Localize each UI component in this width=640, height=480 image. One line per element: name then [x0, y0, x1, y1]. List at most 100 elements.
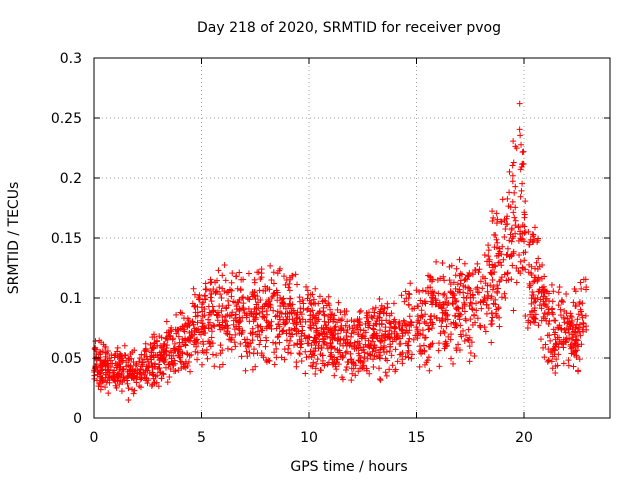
- data-point: [152, 363, 159, 370]
- data-point: [436, 340, 443, 347]
- y-tick-label: 0.2: [60, 171, 82, 187]
- data-point: [550, 288, 557, 295]
- data-point: [463, 295, 470, 302]
- data-point: [243, 348, 250, 355]
- data-point: [372, 304, 379, 311]
- data-point: [439, 309, 446, 316]
- data-point: [296, 294, 303, 301]
- data-point: [216, 323, 223, 330]
- data-point: [331, 326, 338, 333]
- data-point: [576, 299, 583, 306]
- data-point: [278, 310, 285, 317]
- data-point: [184, 323, 191, 330]
- data-point: [515, 224, 522, 231]
- data-point: [566, 329, 573, 336]
- data-point: [158, 375, 165, 382]
- data-point: [398, 292, 405, 299]
- data-point: [500, 256, 507, 263]
- data-point: [489, 286, 496, 293]
- data-point: [335, 349, 342, 356]
- data-point: [407, 280, 414, 287]
- data-point: [388, 352, 395, 359]
- data-point: [192, 313, 199, 320]
- y-axis-label: SRMTID / TECUs: [6, 182, 22, 295]
- data-point: [131, 375, 138, 382]
- data-point: [199, 361, 206, 368]
- data-point: [531, 307, 538, 314]
- data-point: [440, 273, 447, 280]
- data-point: [472, 267, 479, 274]
- data-point: [387, 335, 394, 342]
- data-point: [494, 239, 501, 246]
- data-point: [571, 286, 578, 293]
- data-point: [209, 340, 216, 347]
- data-point: [572, 302, 579, 309]
- data-point: [299, 327, 306, 334]
- data-point: [524, 324, 531, 331]
- data-point: [334, 356, 341, 363]
- data-point: [416, 288, 423, 295]
- data-point: [382, 369, 389, 376]
- data-point: [339, 316, 346, 323]
- data-point: [273, 325, 280, 332]
- data-point: [441, 345, 448, 352]
- data-point: [511, 189, 518, 196]
- data-point: [329, 361, 336, 368]
- data-point: [456, 316, 463, 323]
- data-point: [551, 331, 558, 338]
- data-point: [521, 257, 528, 264]
- data-point: [257, 337, 264, 344]
- data-point: [166, 373, 173, 380]
- data-point: [563, 339, 570, 346]
- x-tick-label: 10: [300, 430, 318, 446]
- data-point: [381, 342, 388, 349]
- data-point: [406, 291, 413, 298]
- data-point: [526, 261, 533, 268]
- data-point: [267, 301, 274, 308]
- data-point: [302, 370, 309, 377]
- y-tick-label: 0.3: [60, 51, 82, 67]
- data-point: [151, 344, 158, 351]
- data-point: [391, 316, 398, 323]
- data-point: [346, 324, 353, 331]
- data-point: [526, 241, 533, 248]
- data-point: [583, 284, 590, 291]
- data-point: [293, 359, 300, 366]
- data-point: [557, 312, 564, 319]
- data-point: [312, 334, 319, 341]
- data-point: [228, 312, 235, 319]
- data-point: [568, 313, 575, 320]
- data-point: [548, 358, 555, 365]
- data-point: [453, 323, 460, 330]
- data-point: [182, 335, 189, 342]
- data-point: [286, 337, 293, 344]
- data-point: [283, 276, 290, 283]
- data-point: [369, 325, 376, 332]
- data-point: [233, 273, 240, 280]
- data-point: [477, 298, 484, 305]
- data-point: [101, 358, 108, 365]
- data-point: [372, 320, 379, 327]
- data-point: [310, 322, 317, 329]
- data-point: [273, 287, 280, 294]
- data-point: [499, 243, 506, 250]
- data-point: [205, 316, 212, 323]
- data-point: [452, 272, 459, 279]
- data-point: [277, 265, 284, 272]
- data-point: [469, 271, 476, 278]
- data-point: [314, 356, 321, 363]
- data-point: [98, 367, 105, 374]
- data-point: [343, 363, 350, 370]
- data-point: [435, 290, 442, 297]
- data-point: [458, 333, 465, 340]
- data-point: [121, 342, 128, 349]
- data-point: [528, 295, 535, 302]
- data-point: [482, 275, 489, 282]
- data-point: [489, 314, 496, 321]
- data-point: [566, 335, 573, 342]
- data-point: [421, 348, 428, 355]
- data-point: [211, 363, 218, 370]
- data-point: [490, 283, 497, 290]
- data-point: [401, 318, 408, 325]
- data-point: [369, 314, 376, 321]
